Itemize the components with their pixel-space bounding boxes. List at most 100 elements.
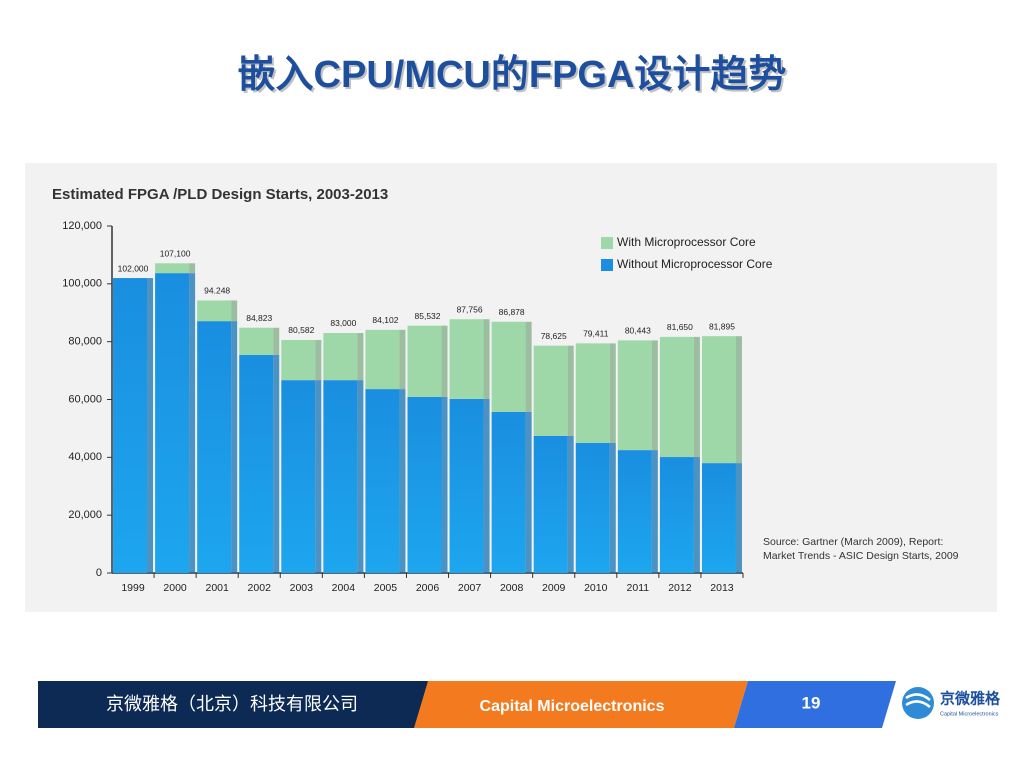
bar-side (273, 327, 280, 355)
y-tick-label: 60,000 (68, 393, 102, 405)
bar-side (357, 332, 364, 381)
x-tick-label: 2003 (290, 582, 314, 594)
bar-side (693, 336, 700, 458)
legend-swatch (601, 237, 613, 249)
bar-side (567, 345, 574, 436)
bar-side (651, 340, 658, 451)
bar-side (441, 325, 448, 397)
total-label: 107,100 (160, 249, 191, 259)
bar-side (525, 411, 532, 573)
bar-segment (365, 389, 400, 573)
bar-side (693, 457, 700, 573)
bar-segment (323, 332, 358, 381)
title-shadow: 嵌入CPU/MCU的FPGA设计趋势 (240, 56, 789, 98)
bar-segment (449, 319, 484, 399)
bar-segment (575, 343, 610, 443)
bar-side (651, 450, 658, 573)
legend-swatch (601, 259, 613, 271)
bar-segment (197, 321, 232, 573)
footer: 京微雅格（北京）科技有限公司 Capital Microelectronics … (38, 681, 1001, 728)
x-tick-label: 2000 (163, 582, 187, 594)
bar-side (525, 321, 532, 412)
footer-band (38, 681, 432, 728)
company: 京微雅格（北京）科技有限公司 (106, 694, 358, 715)
plot: 0 20,000 40,000 60,000 80,000 100,000 120,000 1… (62, 220, 772, 594)
page-number: 19 (802, 693, 821, 712)
bar-side (735, 336, 742, 464)
footer-band (414, 681, 748, 728)
total-label: 80,582 (288, 325, 314, 335)
bar-side (735, 463, 742, 573)
bar-segment (449, 398, 484, 573)
x-tick-label: 2006 (416, 582, 440, 594)
x-tick-label: 2001 (205, 582, 229, 594)
bar-side (315, 339, 322, 381)
bar-segment (281, 339, 316, 381)
bar-side (231, 300, 238, 322)
bar-segment (281, 380, 316, 573)
total-label: 85,532 (415, 311, 441, 321)
bar-side (399, 389, 406, 573)
footer-band (734, 681, 896, 728)
bar-segment (407, 325, 442, 397)
source: Market Trends - ASIC Design Starts, 2009 (763, 550, 959, 562)
total-label: 84,102 (372, 315, 398, 325)
total-label: 81,650 (667, 322, 693, 332)
total-label: 78,625 (541, 331, 567, 341)
total-label: 81,895 (709, 321, 735, 331)
bar-segment (155, 273, 190, 573)
chart-title: Estimated FPGA /PLD Design Starts, 2003-… (52, 186, 388, 203)
bar-segment (155, 263, 190, 274)
y-tick-label: 40,000 (68, 451, 102, 463)
source: Source: Gartner (March 2009), Report: (763, 536, 943, 548)
total-label: 83,000 (330, 318, 356, 328)
logo-icon (905, 693, 931, 708)
bar-segment (407, 396, 442, 573)
y-tick-label: 0 (96, 567, 102, 579)
bar-segment (323, 380, 358, 573)
bar-side (483, 319, 490, 399)
x-tick-label: 2004 (332, 582, 356, 594)
bar-side (441, 396, 448, 573)
x-tick-label: 2009 (542, 582, 566, 594)
total-label: 80,443 (625, 326, 651, 336)
legend-label: With Microprocessor Core (617, 235, 756, 249)
bar-segment (701, 463, 736, 573)
total-label: 87,756 (457, 304, 483, 314)
total-label: 79,411 (583, 329, 609, 339)
bar-side (273, 354, 280, 573)
bar-side (315, 380, 322, 573)
bar-segment (365, 329, 400, 390)
y-tick-label: 80,000 (68, 336, 102, 348)
x-tick-label: 2012 (668, 582, 692, 594)
x-tick-label: 2011 (627, 582, 650, 594)
logo-text: 京微雅格 (940, 690, 1001, 708)
x-tick-label: 2002 (248, 582, 272, 594)
bar-segment (239, 327, 274, 355)
logo-icon (902, 687, 934, 719)
bar-segment (113, 278, 148, 573)
bar-segment (491, 321, 526, 412)
bar-side (231, 321, 238, 573)
bar-segment (617, 450, 652, 573)
bar-segment (491, 411, 526, 573)
bar-side (609, 343, 616, 443)
bar-segment (239, 354, 274, 573)
bar-segment (197, 300, 232, 322)
bar-side (483, 398, 490, 573)
bar-side (357, 380, 364, 573)
bar-side (609, 442, 616, 573)
bar-segment (533, 345, 568, 436)
bar-side (399, 329, 406, 390)
slide-title: 嵌入CPU/MCU的FPGA设计趋势 (238, 54, 787, 96)
x-tick-label: 1999 (121, 582, 145, 594)
total-label: 86,878 (499, 307, 525, 317)
company-en: Capital Microelectronics (480, 698, 665, 715)
logo-text: Capital Microelectronics (940, 711, 999, 717)
y-tick-label: 120,000 (62, 220, 102, 232)
total-label: 102,000 (118, 263, 149, 273)
bar-side (147, 278, 154, 573)
bar-segment (533, 435, 568, 573)
bar-segment (617, 340, 652, 451)
